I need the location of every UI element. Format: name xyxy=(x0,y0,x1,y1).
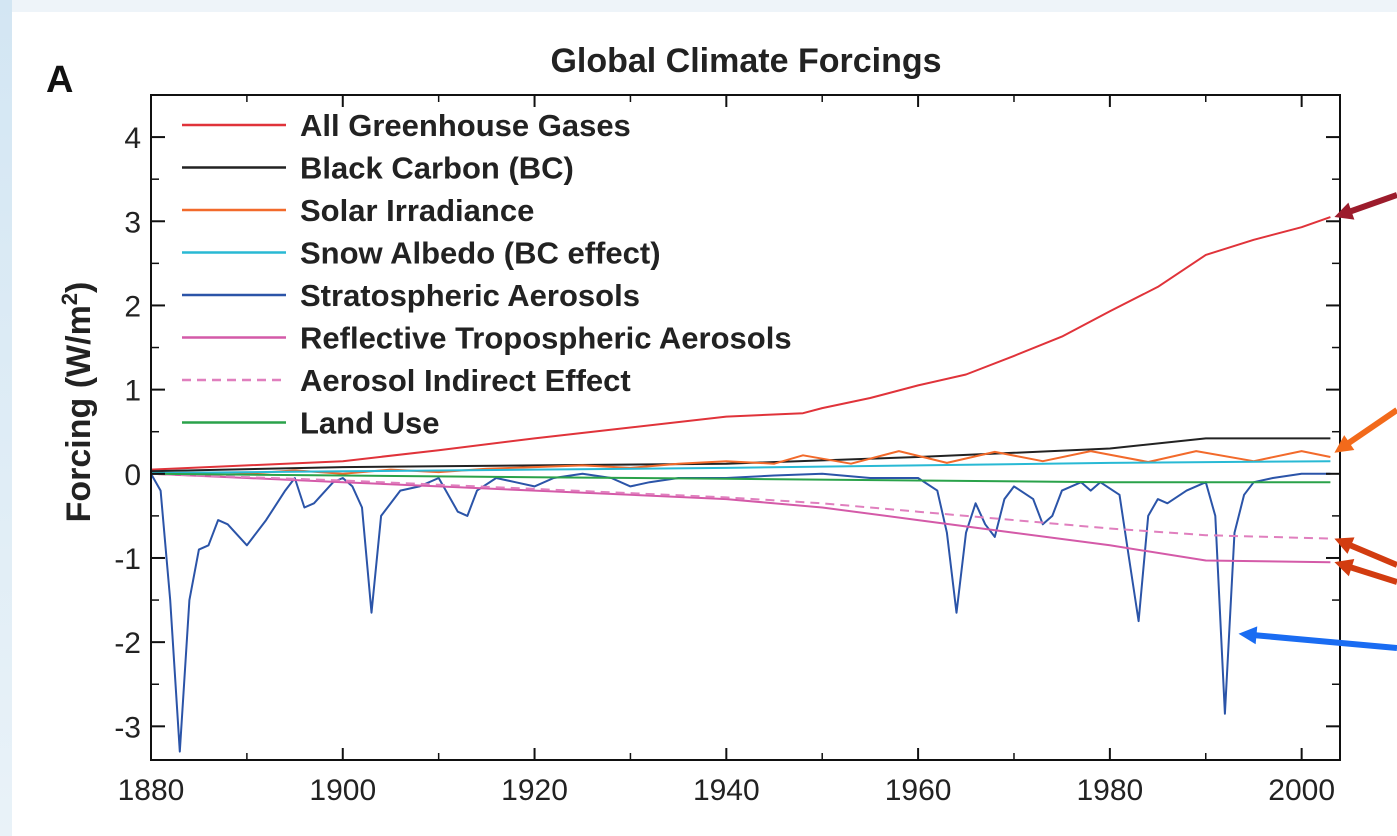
legend-label-snow-albedo-bc-effect: Snow Albedo (BC effect) xyxy=(300,236,661,271)
annotation-arrow-shaft xyxy=(1347,192,1397,215)
legend-label-all-greenhouse-gases: All Greenhouse Gases xyxy=(300,108,631,143)
y-tick-label: -1 xyxy=(114,543,141,576)
x-tick-label: 1900 xyxy=(309,774,376,807)
x-tick-label: 1880 xyxy=(118,774,185,807)
y-axis-label: Forcing (W/m2) xyxy=(57,282,98,523)
annotation-arrow-head xyxy=(1334,202,1355,220)
series-line-land-use xyxy=(150,472,1331,484)
axis-layer: -3 -2 -1 0 1 2 3 4 1880 1900 1920 1940 1960 1980 2000 xyxy=(114,94,1341,807)
y-tick-label: -2 xyxy=(114,627,141,660)
x-tick-label: 1980 xyxy=(1076,774,1143,807)
annotation-arrow-shaft xyxy=(1347,563,1397,585)
y-tick-label: 1 xyxy=(124,375,141,408)
figure-panel xyxy=(12,12,1397,836)
legend-label-land-use: Land Use xyxy=(300,406,440,441)
y-tick-label: 3 xyxy=(124,206,141,239)
annotation-arrow-head xyxy=(1334,435,1355,453)
annotation-arrow-shaft xyxy=(1347,541,1397,568)
x-tick-label: 2000 xyxy=(1268,774,1335,807)
y-tick-label: 2 xyxy=(124,290,141,323)
chart-title: Global Climate Forcings xyxy=(550,42,941,80)
annotation-arrow-shaft xyxy=(1346,407,1397,446)
annotation-arrow-head xyxy=(1334,537,1355,554)
legend-label-aerosol-indirect-effect: Aerosol Indirect Effect xyxy=(300,363,631,398)
annotation-arrows xyxy=(1238,192,1397,651)
series-line-aerosol-indirect-effect xyxy=(150,472,1331,540)
series-line-solar-irradiance xyxy=(150,450,1331,477)
x-tick-label: 1940 xyxy=(693,774,760,807)
plot-frame xyxy=(150,94,1341,761)
series-line-reflective-tropospheric-aerosols xyxy=(150,472,1331,564)
series-line-snow-albedo-bc-effect xyxy=(150,460,1331,474)
y-tick-label: 0 xyxy=(124,459,141,492)
legend-label-black-carbon-bc: Black Carbon (BC) xyxy=(300,151,574,186)
annotation-arrow-head xyxy=(1238,626,1258,645)
series-line-stratospheric-aerosols xyxy=(150,472,1331,753)
x-tick-label: 1960 xyxy=(885,774,952,807)
slide-background-strip xyxy=(0,0,12,836)
plot-layer xyxy=(150,216,1331,753)
y-axis-label-main: Forcing (W/m xyxy=(60,305,98,522)
y-axis-label-superscript: 2 xyxy=(57,293,82,305)
legend-label-reflective-tropospheric-aerosols: Reflective Tropospheric Aerosols xyxy=(300,321,792,356)
panel-letter: A xyxy=(46,59,73,101)
y-tick-label: -3 xyxy=(114,711,141,744)
x-tick-label: 1920 xyxy=(501,774,568,807)
annotation-arrow-head xyxy=(1334,559,1355,577)
series-line-black-carbon-bc xyxy=(150,437,1331,473)
legend-label-stratospheric-aerosols: Stratospheric Aerosols xyxy=(300,278,640,313)
annotation-arrow-shaft xyxy=(1252,632,1397,651)
legend: All Greenhouse Gases Black Carbon (BC) Sol… xyxy=(182,108,792,441)
y-tick-label: 4 xyxy=(124,122,141,155)
legend-label-solar-irradiance: Solar Irradiance xyxy=(300,193,534,228)
y-axis-label-close: ) xyxy=(60,282,98,293)
series-line-all-greenhouse-gases xyxy=(150,216,1331,471)
